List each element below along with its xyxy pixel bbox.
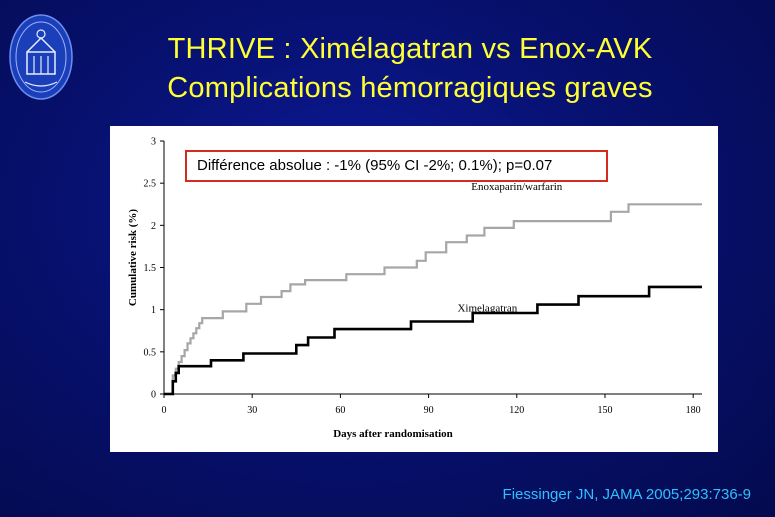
- x-tick-label: 150: [597, 405, 612, 416]
- citation-reference: Fiessinger JN, JAMA 2005;293:736-9: [502, 486, 751, 503]
- x-tick-label: 0: [162, 405, 167, 416]
- x-tick-label: 120: [509, 405, 524, 416]
- series-label-enoxaparin-warfarin: Enoxaparin/warfarin: [471, 181, 563, 193]
- series-line-enoxaparin-warfarin: [164, 203, 702, 396]
- y-tick-label: 1.5: [144, 263, 157, 274]
- absolute-difference-annotation: Différence absolue : -1% (95% CI -2%; 0.…: [185, 150, 608, 182]
- y-tick-label: 2: [151, 221, 156, 232]
- x-tick-label: 90: [424, 405, 434, 416]
- y-tick-label: 2.5: [144, 179, 157, 190]
- y-tick-label: 3: [151, 137, 156, 148]
- series-line-ximelagatran: [164, 285, 702, 396]
- x-tick-label: 60: [335, 405, 345, 416]
- university-seal-logo: [9, 14, 73, 100]
- y-tick-label: 0.5: [144, 347, 157, 358]
- x-tick-label: 30: [247, 405, 257, 416]
- y-axis-title: Cumulative risk (%): [127, 209, 139, 307]
- y-tick-label: 1: [151, 305, 156, 316]
- chart-panel: 0 0.5 1 1.5 2 2.5 3 0 30 60 90 120 150 180 Days after …: [110, 126, 718, 452]
- series-label-ximelagatran: Ximelagatran: [457, 302, 517, 314]
- x-tick-label: 180: [686, 405, 701, 416]
- slide-title-line2: Complications hémorragiques graves: [167, 72, 653, 104]
- y-tick-label: 0: [151, 390, 156, 401]
- x-axis-title: Days after randomisation: [333, 428, 453, 440]
- slide-title-line1: THRIVE : Ximélagatran vs Enox-AVK: [167, 33, 653, 65]
